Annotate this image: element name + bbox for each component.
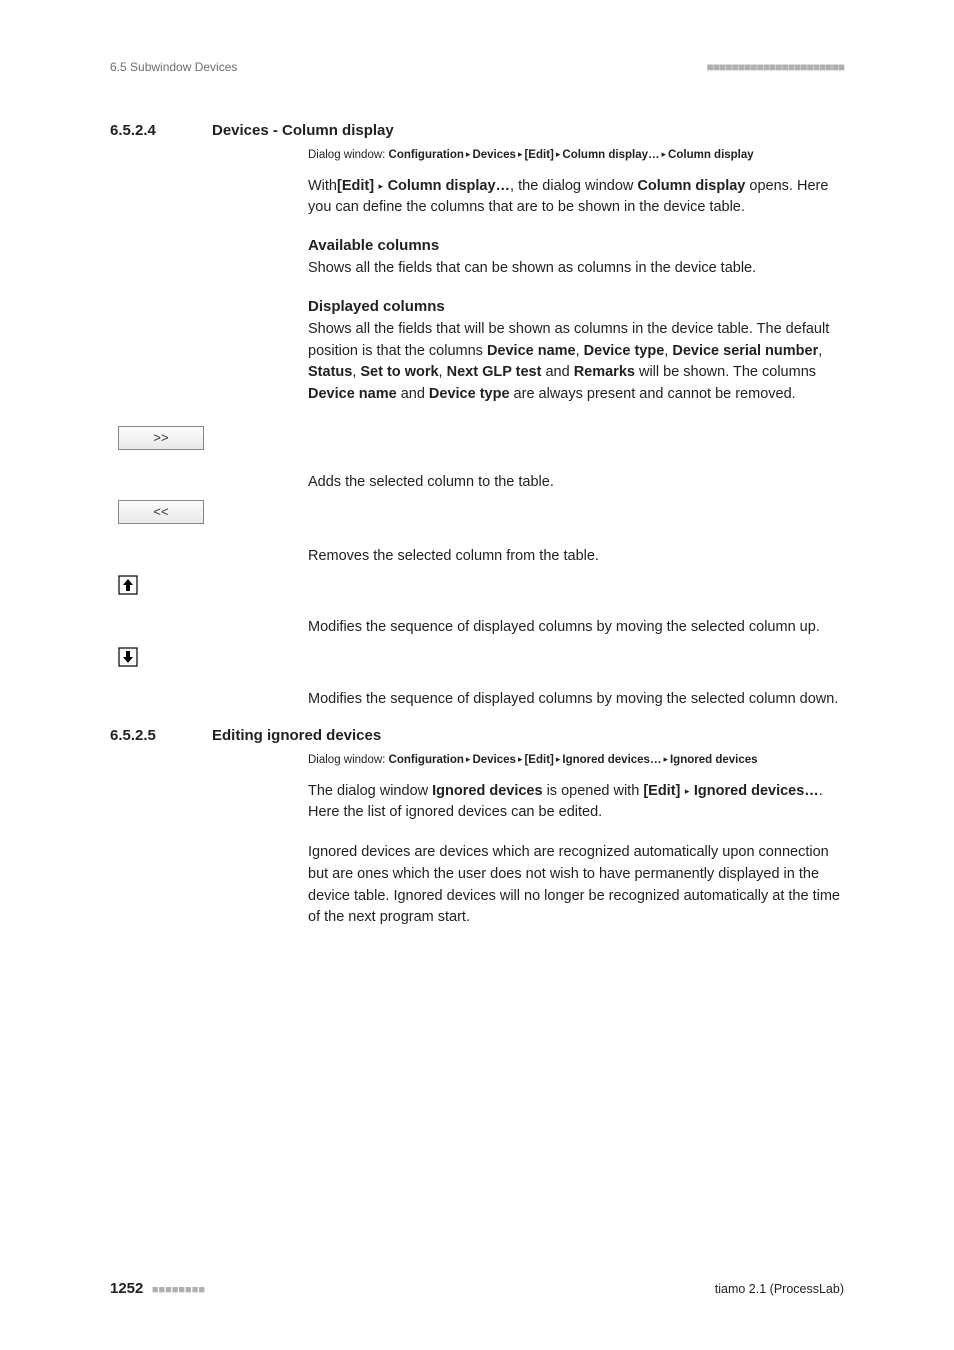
footer-product-label: tiamo 2.1 (ProcessLab) (715, 1282, 844, 1296)
button-row: >> (110, 424, 844, 450)
section-heading-row: 6.5.2.5 Editing ignored devices (110, 727, 844, 744)
crumb: [Edit] (524, 754, 553, 766)
button-row (110, 645, 844, 667)
page-footer: 1252 ■■■■■■■■ tiamo 2.1 (ProcessLab) (110, 1280, 844, 1298)
paragraph: Shows all the fields that will be shown … (308, 319, 844, 406)
crumb: Column display… (562, 149, 659, 161)
dialog-prefix: Dialog window: (308, 149, 389, 161)
section-number: 6.5.2.4 (110, 122, 212, 139)
section-body: Dialog window: Configuration ▸ Devices ▸ [Ed… (308, 752, 844, 929)
paragraph: With[Edit] ▸ Column display…, the dialog… (308, 176, 844, 220)
page-header: 6.5 Subwindow Devices ■■■■■■■■■■■■■■■■■■… (110, 60, 844, 74)
crumb-sep: ▸ (374, 181, 388, 191)
add-column-button[interactable]: >> (118, 426, 204, 450)
dialog-prefix: Dialog window: (308, 754, 389, 766)
dialog-breadcrumb: Dialog window: Configuration▸Devices▸[Ed… (308, 147, 844, 164)
header-section-label: 6.5 Subwindow Devices (110, 60, 237, 74)
button-description: Removes the selected column from the tab… (308, 546, 844, 568)
button-description: Modifies the sequence of displayed colum… (308, 617, 844, 639)
subheading-available-columns: Available columns (308, 237, 844, 254)
paragraph: Shows all the fields that can be shown a… (308, 258, 844, 280)
crumb-sep: ▸ (660, 149, 669, 159)
page-number-block: 1252 ■■■■■■■■ (110, 1280, 205, 1298)
section-body: Dialog window: Configuration ▸ Devices ▸ [Ed… (308, 147, 844, 406)
button-row (110, 573, 844, 595)
crumb: Devices (472, 149, 515, 161)
button-description: Adds the selected column to the table. (308, 472, 844, 494)
crumb: Column display (668, 149, 754, 161)
dialog-breadcrumb: Dialog window: Configuration▸Devices▸[Ed… (308, 752, 844, 769)
section-number: 6.5.2.5 (110, 727, 212, 744)
paragraph: The dialog window Ignored devices is ope… (308, 781, 844, 825)
move-down-icon[interactable] (118, 647, 138, 667)
subheading-displayed-columns: Displayed columns (308, 298, 844, 315)
section-heading-row: 6.5.2.4 Devices - Column display (110, 122, 844, 139)
crumb: Configuration (389, 149, 464, 161)
crumb: Ignored devices… (562, 754, 661, 766)
crumb: Configuration (389, 754, 464, 766)
section-title: Editing ignored devices (212, 727, 381, 744)
page-number: 1252 (110, 1280, 143, 1297)
crumb-sep: ▸ (661, 754, 670, 764)
crumb: Devices (472, 754, 515, 766)
button-row: << (110, 498, 844, 524)
crumb: [Edit] (524, 149, 553, 161)
paragraph: Ignored devices are devices which are re… (308, 842, 844, 929)
move-up-icon[interactable] (118, 575, 138, 595)
crumb-sep: ▸ (680, 786, 694, 796)
crumb: Ignored devices (670, 754, 758, 766)
remove-column-button[interactable]: << (118, 500, 204, 524)
button-description: Modifies the sequence of displayed colum… (308, 689, 844, 711)
header-dashes: ■■■■■■■■■■■■■■■■■■■■■■ (707, 60, 844, 74)
section-title: Devices - Column display (212, 122, 394, 139)
footer-dashes: ■■■■■■■■ (152, 1284, 205, 1296)
